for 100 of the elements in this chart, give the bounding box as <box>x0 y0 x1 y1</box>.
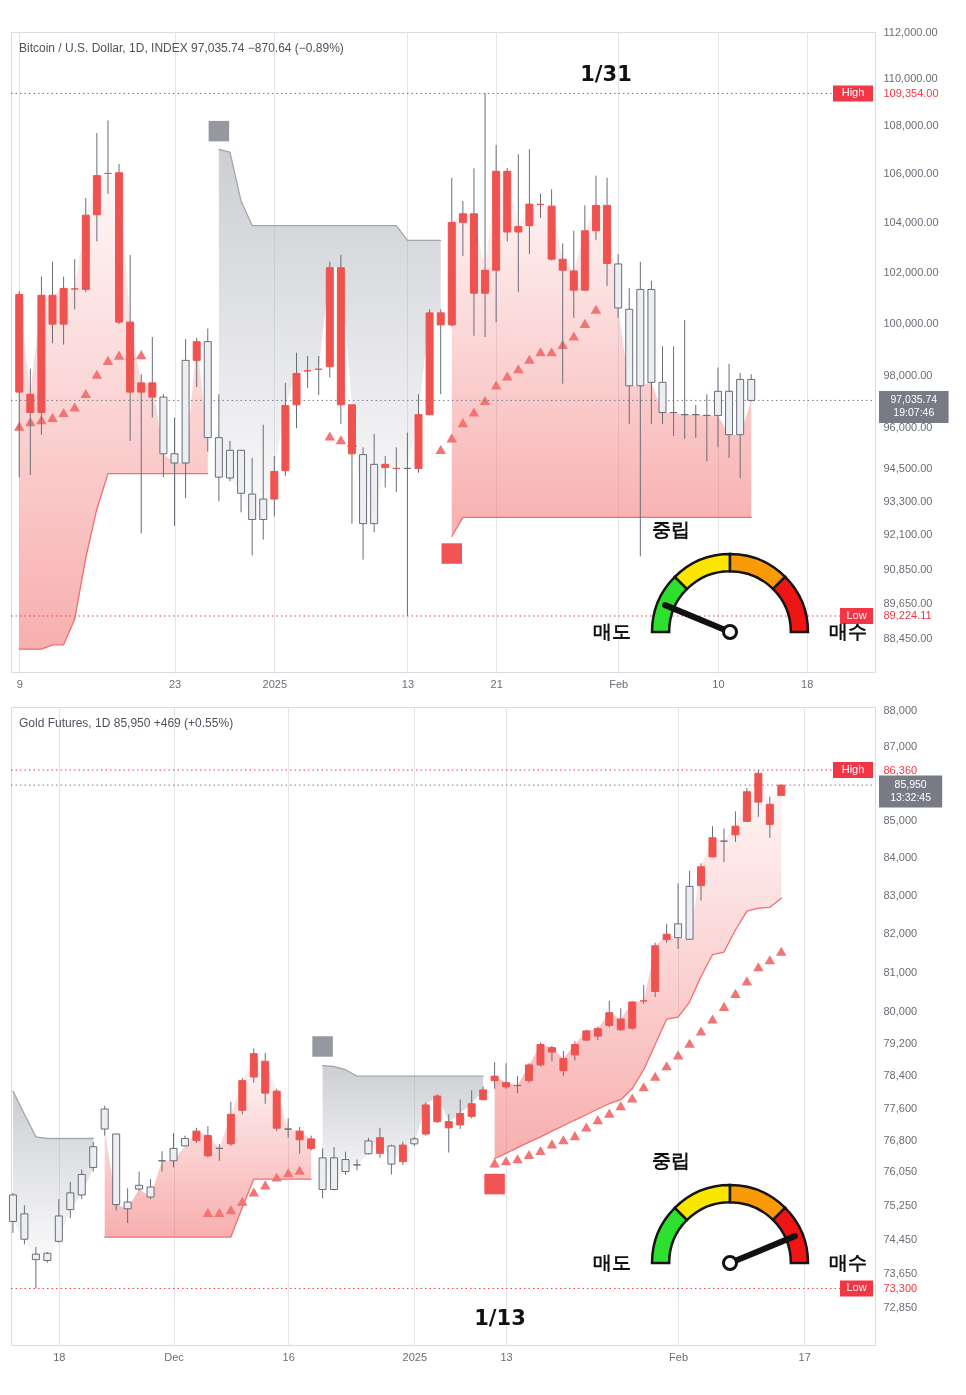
candlestick <box>467 1089 476 1119</box>
point <box>202 1208 214 1218</box>
candlestick <box>559 1050 568 1077</box>
candlestick <box>123 1187 132 1224</box>
candlestick <box>284 1117 293 1139</box>
y-tick-label: 108,000.00 <box>883 118 939 131</box>
ref-line-label: 97,035.74 19:07:46 <box>890 393 938 419</box>
point <box>489 1158 500 1168</box>
y-tick-label: 85,000 <box>883 813 918 826</box>
candlestick <box>436 308 445 395</box>
y-tick-label: 84,000 <box>883 851 918 864</box>
point <box>592 1115 604 1125</box>
point <box>604 1108 615 1118</box>
line-series <box>321 1065 484 1077</box>
point <box>237 1196 248 1206</box>
y-tick-label: 81,000 <box>883 966 918 979</box>
y-tick-label: 77,600 <box>883 1101 918 1114</box>
y-tick-label: 73,650 <box>883 1266 918 1279</box>
candlestick <box>259 424 268 541</box>
point <box>684 1038 695 1048</box>
point <box>741 976 753 986</box>
point <box>649 1071 661 1081</box>
x-tick-label: 21 <box>490 677 503 690</box>
candlestick <box>148 336 157 419</box>
y-tick-label: 83,000 <box>883 889 918 902</box>
point <box>102 355 114 365</box>
candlestick <box>444 1113 453 1154</box>
slice-label: 매수 <box>829 1251 867 1273</box>
point <box>672 1050 684 1060</box>
y-tick-label: 74,450 <box>883 1232 918 1245</box>
candlestick <box>387 1144 396 1175</box>
point <box>558 1135 569 1145</box>
x-tick-label: 23 <box>168 677 182 690</box>
point <box>590 304 602 314</box>
candlestick <box>77 1169 86 1200</box>
point <box>335 435 347 445</box>
candlestick <box>731 810 740 843</box>
ref-line-label: High <box>841 86 865 99</box>
point <box>91 369 103 379</box>
point <box>753 962 764 972</box>
point <box>324 431 336 441</box>
x-tick-label: 13 <box>401 677 415 690</box>
point <box>524 354 535 364</box>
point <box>484 1173 505 1195</box>
x-tick-label: Feb <box>609 677 629 690</box>
candlestick <box>398 1141 407 1166</box>
point <box>626 1093 638 1103</box>
y-tick-label: 88,450.00 <box>883 631 933 644</box>
candlestick <box>31 1246 40 1289</box>
point <box>80 388 92 398</box>
point <box>661 1061 672 1071</box>
y-tick-label: 86,360 <box>883 763 918 776</box>
x-tick-label: 16 <box>282 1350 295 1363</box>
x-tick-label: 13 <box>500 1350 513 1363</box>
candlestick <box>381 455 390 489</box>
candlestick <box>456 1099 465 1130</box>
candlestick <box>135 1171 144 1192</box>
point <box>214 1208 225 1218</box>
candlestick <box>502 1062 511 1090</box>
point <box>764 955 776 965</box>
candlestick <box>708 825 717 858</box>
point <box>441 543 463 564</box>
ref-line-label: 85,950 13:32:45 <box>890 778 932 804</box>
text: Gold Futures, 1D 85,950 +469 (+0.55%) <box>19 716 234 730</box>
point <box>58 407 69 418</box>
y-tick-label: 100,000.00 <box>883 316 939 329</box>
y-tick-label: 112,000.00 <box>883 25 938 38</box>
point <box>457 418 469 428</box>
candlestick <box>295 1126 304 1155</box>
slice-label: 중립 <box>652 1148 690 1171</box>
point <box>546 347 557 357</box>
point <box>535 1145 546 1155</box>
y-tick-label: 102,000.00 <box>883 265 939 278</box>
point <box>569 1131 581 1141</box>
point <box>271 1172 282 1182</box>
line-series <box>12 1090 94 1140</box>
y-tick-label: 73,300 <box>883 1281 918 1294</box>
y-tick-label: 93,300.00 <box>883 494 933 507</box>
candlestick <box>616 1007 625 1032</box>
y-tick-label: 76,050 <box>883 1165 918 1178</box>
candlestick <box>375 1127 384 1159</box>
y-tick-label: 110,000.00 <box>883 71 938 84</box>
candlestick <box>100 1105 109 1137</box>
point <box>546 1139 558 1149</box>
y-tick-label: 92,100.00 <box>883 528 933 541</box>
ref-line-label: Low <box>846 609 867 621</box>
candlestick <box>490 1061 499 1090</box>
x-tick-label: 2025 <box>402 1350 428 1363</box>
candlestick <box>747 373 756 403</box>
candlestick <box>137 373 146 534</box>
candlestick <box>458 200 467 257</box>
slice-label: 매도 <box>593 1251 631 1273</box>
candlestick <box>662 923 671 944</box>
candlestick <box>569 230 578 319</box>
x-tick-label: Dec <box>164 1350 185 1363</box>
y-tick-label: 72,850 <box>883 1301 918 1314</box>
point <box>294 1165 305 1175</box>
point <box>512 1154 523 1164</box>
candlestick <box>146 1178 155 1200</box>
candlestick <box>352 1159 361 1171</box>
